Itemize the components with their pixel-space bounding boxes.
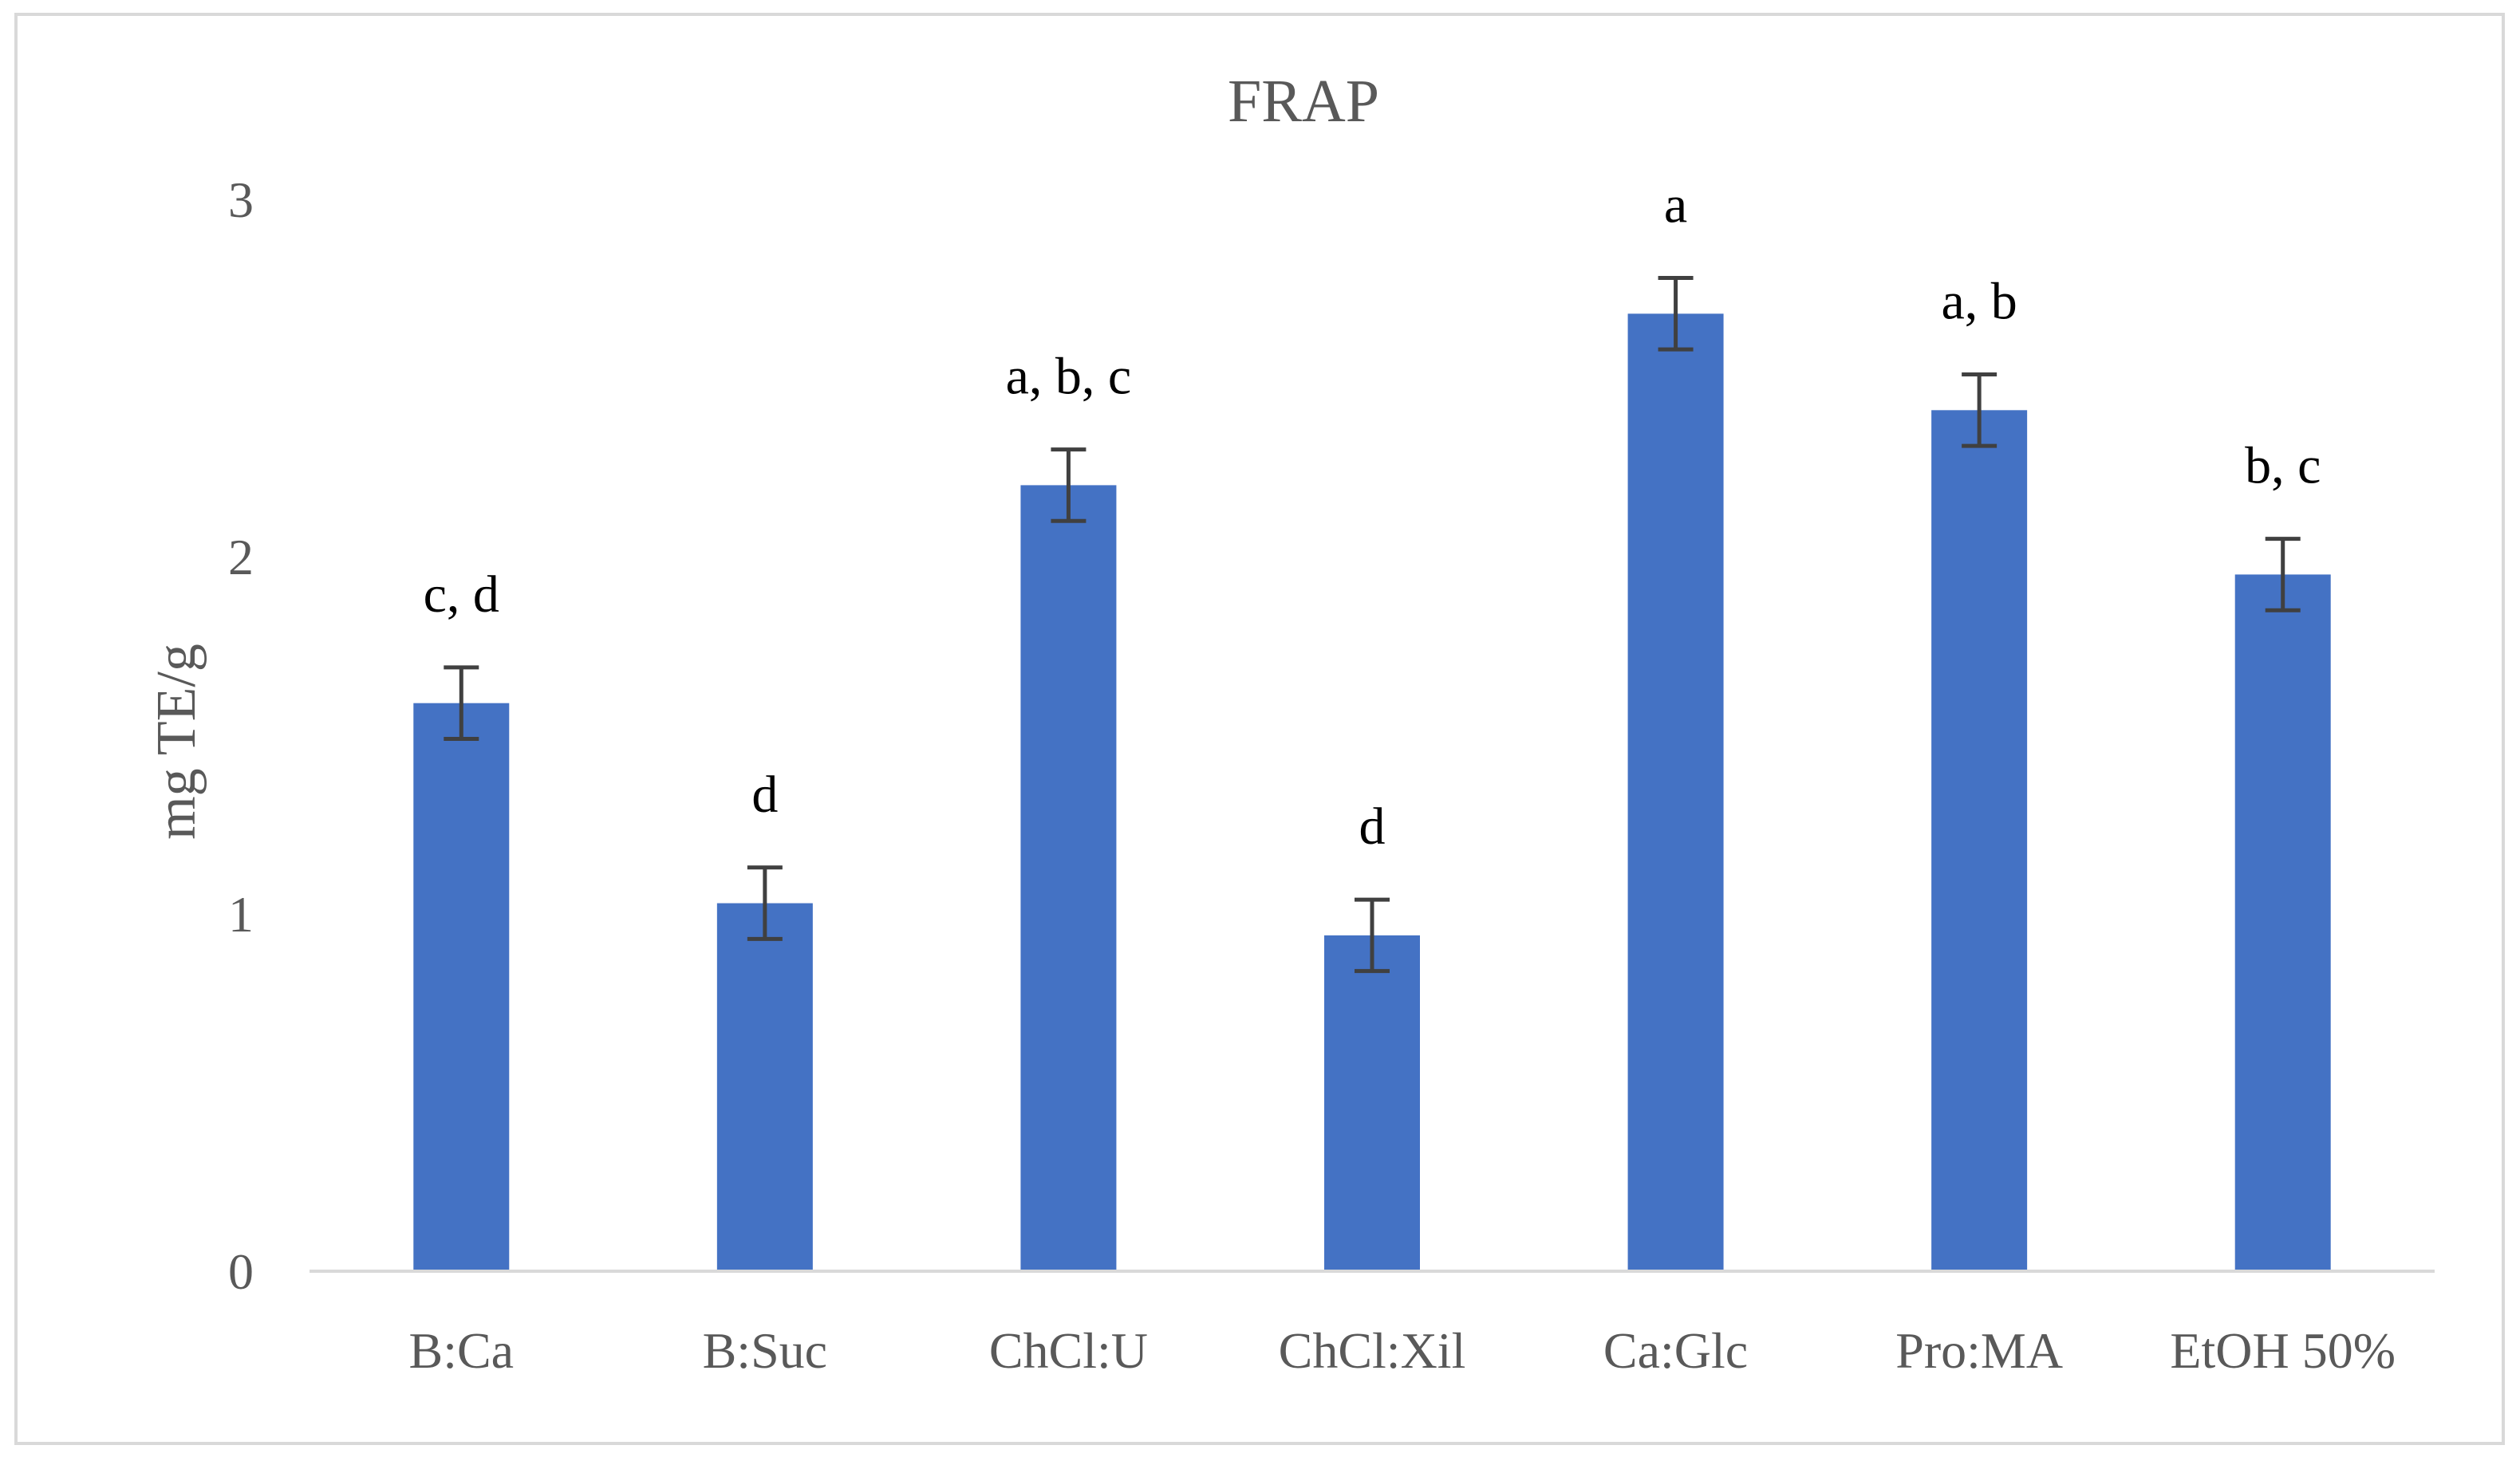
error-bar bbox=[444, 665, 479, 741]
bar bbox=[716, 903, 813, 1271]
y-tick-label: 1 bbox=[228, 886, 254, 943]
significance-label: c, d bbox=[424, 565, 499, 624]
y-tick-label: 3 bbox=[228, 171, 254, 228]
x-tick-label: EtOH 50% bbox=[2170, 1322, 2396, 1379]
significance-label: d bbox=[751, 766, 778, 824]
error-bars bbox=[444, 276, 2301, 974]
error-bar bbox=[1355, 897, 1390, 974]
error-bar bbox=[2265, 537, 2301, 612]
significance-label: a bbox=[1664, 176, 1687, 234]
bar bbox=[1627, 313, 1724, 1271]
x-tick-label: Ca:Glc bbox=[1603, 1322, 1748, 1379]
y-axis-label: mg TE/g bbox=[146, 644, 207, 840]
error-bar bbox=[1962, 372, 1997, 448]
chart-frame bbox=[14, 13, 2505, 1445]
x-tick-label: B:Ca bbox=[409, 1322, 515, 1379]
bars bbox=[413, 313, 2331, 1271]
bar bbox=[1931, 410, 2028, 1271]
bar bbox=[1020, 485, 1117, 1271]
significance-label: a, b, c bbox=[1006, 348, 1132, 406]
x-tick-label: Pro:MA bbox=[1895, 1322, 2063, 1379]
bar bbox=[2234, 574, 2331, 1271]
significance-label: d bbox=[1359, 797, 1386, 856]
y-tick-label: 2 bbox=[228, 529, 254, 585]
error-bar bbox=[1051, 447, 1086, 523]
significance-label: b, c bbox=[2245, 437, 2321, 495]
significance-labels: c, d d a, b, c d a a, b b, c bbox=[424, 176, 2321, 857]
chart-title: FRAP bbox=[1228, 68, 1379, 135]
x-axis-ticks: B:Ca B:Suc ChCl:U ChCl:Xil Ca:Glc Pro:MA EtOH … bbox=[409, 1322, 2396, 1379]
y-axis-ticks: 0 1 2 3 bbox=[228, 171, 254, 1300]
y-tick-label: 0 bbox=[228, 1243, 254, 1300]
x-tick-label: ChCl:U bbox=[989, 1322, 1148, 1379]
error-bar bbox=[1658, 276, 1694, 352]
x-tick-label: ChCl:Xil bbox=[1279, 1322, 1466, 1379]
significance-label: a, b bbox=[1941, 273, 2017, 331]
bar bbox=[413, 703, 510, 1271]
error-bar bbox=[747, 865, 783, 941]
x-tick-label: B:Suc bbox=[703, 1322, 827, 1379]
bar bbox=[1324, 935, 1420, 1271]
